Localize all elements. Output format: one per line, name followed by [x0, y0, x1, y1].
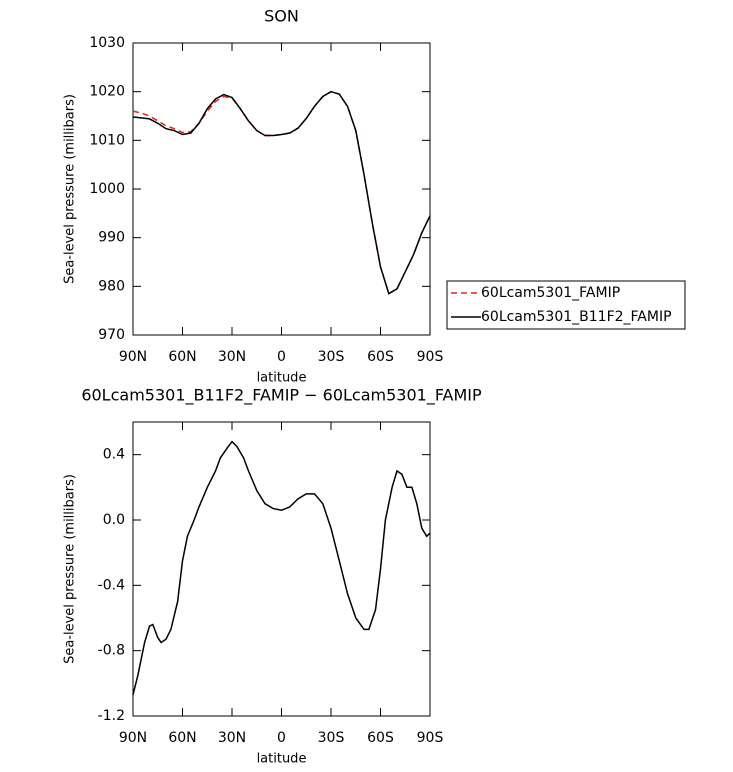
x-tick-label: 30N: [218, 730, 246, 746]
x-tick-label: 30S: [318, 730, 345, 746]
legend-label: 60Lcam5301_B11F2_FAMIP: [481, 309, 672, 325]
legend-box: [446, 280, 686, 330]
y-tick-label: 0.4: [103, 447, 125, 463]
y-tick-label: 1030: [89, 35, 125, 51]
y-tick-label: -1.2: [98, 708, 125, 724]
y-tick-label: -0.8: [98, 643, 125, 659]
x-tick-label: 60N: [168, 730, 196, 746]
y-axis-label: Sea-level pressure (millibars): [63, 474, 78, 664]
y-tick-label: 0.0: [103, 512, 125, 528]
y-tick-label: 1010: [89, 132, 125, 148]
y-tick-label: 990: [98, 230, 125, 246]
x-tick-label: 90N: [119, 349, 147, 365]
x-tick-label: 60S: [367, 730, 394, 746]
plot-frame: [132, 421, 431, 717]
legend-label: 60Lcam5301_FAMIP: [481, 285, 620, 301]
y-tick-label: 980: [98, 278, 125, 294]
y-tick-label: 970: [98, 327, 125, 343]
chart-title: SON: [264, 7, 299, 26]
y-tick-label: -0.4: [98, 577, 125, 593]
y-axis-label: Sea-level pressure (millibars): [63, 94, 78, 284]
chart-title: 60Lcam5301_B11F2_FAMIP − 60Lcam5301_FAMI…: [81, 386, 482, 406]
x-tick-label: 30N: [218, 349, 246, 365]
x-tick-label: 60S: [367, 349, 394, 365]
x-tick-label: 90S: [417, 730, 444, 746]
y-tick-label: 1000: [89, 181, 125, 197]
x-tick-label: 90N: [119, 730, 147, 746]
x-tick-label: 90S: [417, 349, 444, 365]
data-line: [132, 90, 431, 295]
x-tick-label: 0: [277, 730, 286, 746]
plot-frame: [132, 42, 431, 336]
x-tick-label: 0: [277, 349, 286, 365]
y-tick-label: 1020: [89, 84, 125, 100]
data-line: [132, 440, 431, 695]
x-tick-label: 30S: [318, 349, 345, 365]
x-axis-label: latitude: [257, 371, 307, 386]
x-axis-label: latitude: [257, 752, 307, 767]
data-line: [132, 90, 431, 295]
x-tick-label: 60N: [168, 349, 196, 365]
